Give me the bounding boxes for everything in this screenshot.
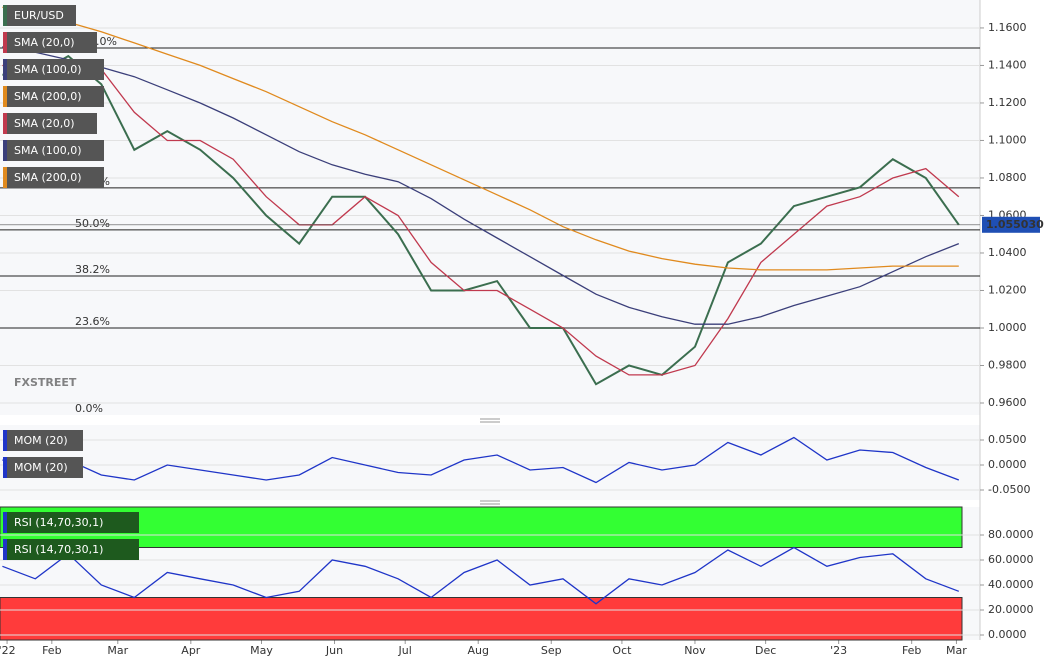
last-price-box [982,216,1040,233]
x-tick-label: Aug [467,644,488,657]
y-tick-label: 0.0000 [988,628,1027,641]
legend-swatch [3,457,7,478]
oversold-zone [0,597,963,641]
legend-swatch [3,86,7,107]
x-tick-label: Jul [398,644,412,657]
y-tick-label: 1.1000 [988,133,1027,146]
legend-label: RSI (14,70,30,1) [14,543,103,556]
legend-box [3,86,104,107]
legend-item: SMA (100,0) [3,140,104,161]
legend-box [3,113,97,134]
legend-item: SMA (20,0) [3,32,97,53]
legend-swatch [3,59,7,80]
legend-label: SMA (200,0) [14,171,82,184]
fib-label: 0.0% [75,402,103,415]
x-tick-label: Jun [325,644,343,657]
legend-item: MOM (20) [3,457,83,478]
legend-label: RSI (14,70,30,1) [14,516,103,529]
legend-item: EUR/USD [3,5,76,26]
legend-label: EUR/USD [14,9,64,22]
legend-item: RSI (14,70,30,1) [3,539,139,560]
y-tick-label: -0.0500 [988,483,1030,496]
legend-label: SMA (100,0) [14,63,82,76]
legend-swatch [3,539,7,560]
legend-swatch [3,32,7,53]
series-line [2,546,960,605]
legend-label: MOM (20) [14,461,68,474]
legend-box [3,32,97,53]
x-tick-label: Nov [684,644,706,657]
y-tick-label: 1.1200 [988,96,1027,109]
fib-label: 38.2% [75,263,110,276]
legend-label: SMA (20,0) [14,117,75,130]
overbought-zone [0,506,963,548]
x-tick-label: Apr [181,644,201,657]
x-tick-label: Oct [612,644,632,657]
y-tick-label: 0.0500 [988,433,1027,446]
x-tick-label: Dec [755,644,776,657]
y-tick-label: 1.0800 [988,171,1027,184]
legend-label: SMA (200,0) [14,90,82,103]
legend-label: SMA (100,0) [14,144,82,157]
x-tick-label: '23 [830,644,847,657]
mom-panel [0,425,980,500]
y-tick-label: 40.0000 [988,578,1034,591]
legend-box [3,140,104,161]
legend-label: MOM (20) [14,434,68,447]
y-tick-label: 0.0000 [988,458,1027,471]
y-tick-label: 0.9800 [988,358,1027,371]
legend-item: SMA (100,0) [3,59,104,80]
y-tick-label: 0.9600 [988,396,1027,409]
legend-swatch [3,140,7,161]
fib-label: 23.6% [75,315,110,328]
y-tick-label: 1.1600 [988,21,1027,34]
legend-label: SMA (20,0) [14,36,75,49]
y-tick-label: 1.1400 [988,58,1027,71]
x-tick-label: Feb [902,644,921,657]
x-tick-label: Sep [541,644,562,657]
series-line [2,54,960,386]
legend-item: SMA (200,0) [3,86,104,107]
y-tick-label: 1.0200 [988,283,1027,296]
fib-label: 50.0% [75,217,110,230]
series-line [2,64,960,376]
legend-item: RSI (14,70,30,1) [3,512,139,533]
last-price-label: 1.055030 [986,218,1044,231]
legend-box [3,59,104,80]
y-tick-label: 80.0000 [988,528,1034,541]
legend-swatch [3,113,7,134]
legend-box [3,5,76,26]
legend-box [3,512,139,533]
legend-box [3,167,104,188]
main-panel [0,0,980,415]
legend-box [3,457,83,478]
series-line [2,46,960,325]
series-line [2,6,959,271]
legend-swatch [3,430,7,451]
x-tick-label: May [250,644,273,657]
x-tick-label: Feb [42,644,61,657]
legend-item: SMA (20,0) [3,113,97,134]
legend-box [3,539,139,560]
y-tick-label: 60.0000 [988,553,1034,566]
legend-swatch [3,167,7,188]
series-line [2,436,960,484]
legend-swatch [3,512,7,533]
x-tick-label: Mar [107,644,128,657]
legend-item: MOM (20) [3,430,83,451]
x-tick-label: Mar [946,644,967,657]
legend-box [3,430,83,451]
y-tick-label: 1.0400 [988,246,1027,259]
legend-item: SMA (200,0) [3,167,104,188]
x-tick-label: '22 [0,644,16,657]
watermark: FXSTREET [14,376,77,389]
y-tick-label: 20.0000 [988,603,1034,616]
y-tick-label: 1.0000 [988,321,1027,334]
legend-swatch [3,5,7,26]
